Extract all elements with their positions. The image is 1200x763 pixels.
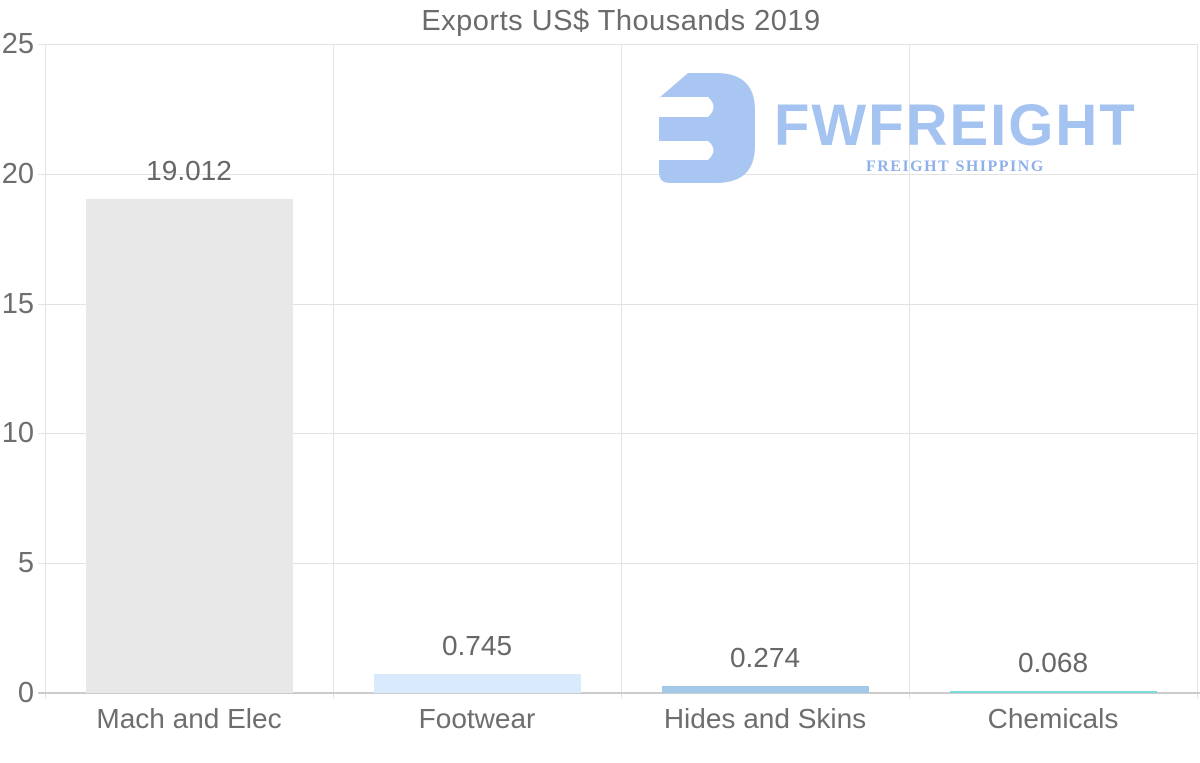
category-label: Footwear [418, 703, 536, 734]
y-axis-label: 10 [1, 417, 34, 450]
y-axis-label: 25 [1, 28, 34, 60]
y-axis-label: 0 [17, 677, 34, 709]
bar-value-label: 0.745 [441, 629, 513, 661]
v-gridline [45, 44, 46, 699]
bar-value-label: 0.274 [729, 641, 801, 673]
h-gridline [38, 433, 1197, 435]
logo-text-block: FWFREIGHT FREIGHT SHIPPING [774, 93, 1137, 176]
v-gridline [333, 44, 334, 699]
category-label: Hides and Skins [663, 703, 867, 734]
h-gridline [38, 303, 1197, 305]
x-axis-line [38, 692, 1200, 694]
h-gridline [38, 173, 1197, 175]
chart-title: Exports US$ Thousands 2019 [421, 5, 821, 37]
logo-tagline-text: FREIGHT SHIPPING [865, 158, 1045, 175]
v-gridline [909, 44, 910, 699]
bar-footwear [373, 673, 581, 693]
bar-chemicals [949, 690, 1157, 693]
h-gridline [38, 563, 1197, 565]
bar-mach-and-elec [85, 199, 293, 693]
fwfreight-logo: FWFREIGHT FREIGHT SHIPPING [658, 72, 1137, 184]
bar-value-label: 19.012 [146, 155, 232, 187]
y-axis-label: 20 [1, 157, 34, 190]
fwfreight-logo-icon [658, 72, 756, 184]
category-label: Chemicals [987, 703, 1119, 734]
y-axis-label: 5 [17, 547, 34, 580]
category-label: Mach and Elec [96, 703, 282, 734]
bar-hides-and-skins [661, 685, 869, 693]
y-axis-label: 15 [1, 287, 34, 320]
v-gridline [621, 44, 622, 699]
v-gridline [1197, 44, 1198, 699]
h-gridline [38, 44, 1197, 45]
logo-brand-text: FWFREIGHT [774, 93, 1137, 158]
bar-value-label: 0.068 [1017, 646, 1089, 678]
